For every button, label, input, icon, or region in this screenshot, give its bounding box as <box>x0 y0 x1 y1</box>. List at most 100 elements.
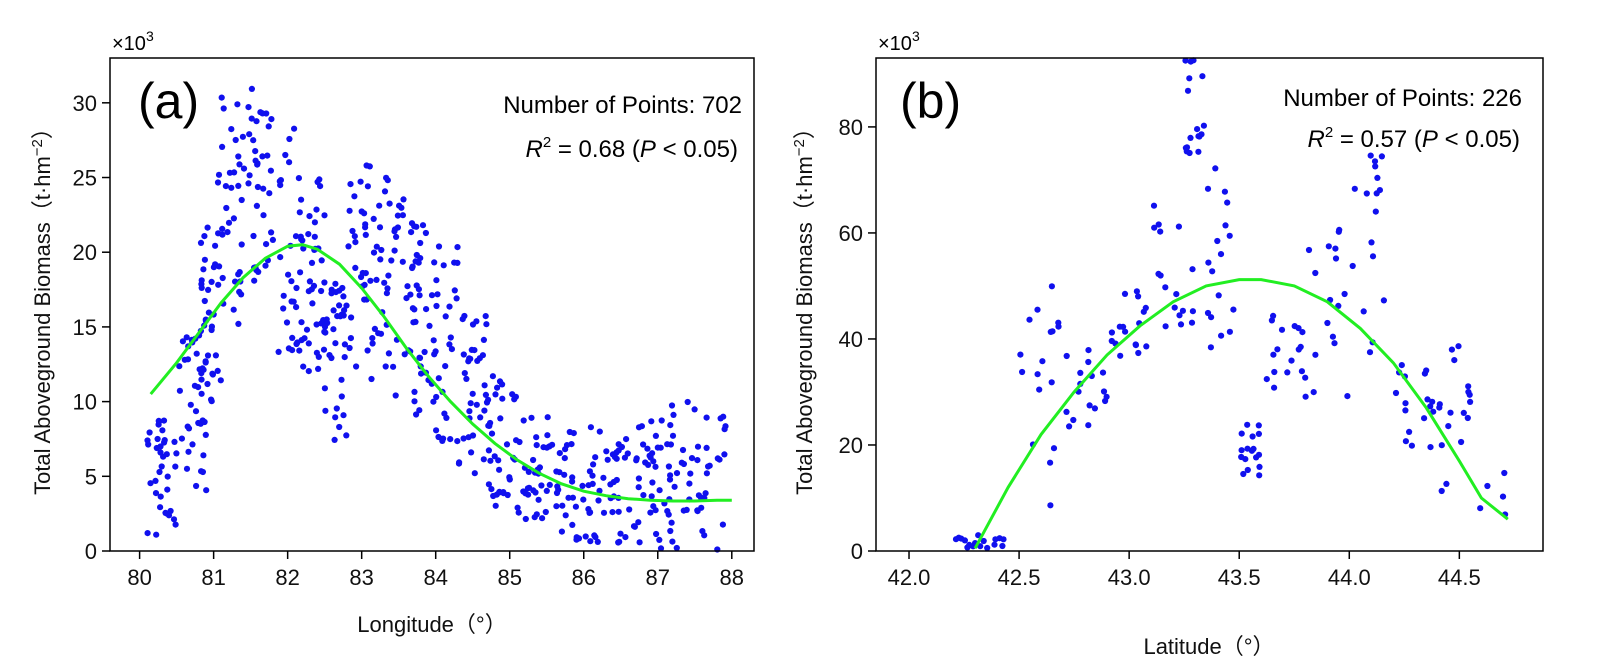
data-point <box>347 335 354 342</box>
data-point <box>991 541 998 548</box>
data-point <box>433 393 440 401</box>
data-point <box>1171 304 1178 311</box>
data-point <box>215 281 222 288</box>
data-point <box>469 390 476 397</box>
data-point <box>369 340 376 347</box>
data-point <box>208 278 215 285</box>
data-point <box>144 530 151 537</box>
data-point <box>1302 374 1309 381</box>
data-point <box>352 264 359 271</box>
data-point <box>176 363 183 370</box>
data-point <box>687 470 694 477</box>
data-point <box>569 521 576 529</box>
data-point <box>649 450 656 457</box>
data-point <box>336 302 343 309</box>
data-point <box>539 515 546 522</box>
data-point <box>1329 333 1336 340</box>
data-point <box>520 488 527 495</box>
data-point <box>499 395 506 402</box>
data-point <box>282 151 289 159</box>
data-point <box>185 448 192 455</box>
data-point <box>1438 487 1445 495</box>
data-point <box>640 441 647 448</box>
data-point <box>603 448 610 455</box>
data-point <box>409 264 416 272</box>
data-point <box>407 291 414 298</box>
data-point <box>250 137 257 144</box>
data-point <box>1238 453 1245 461</box>
data-point <box>331 436 338 443</box>
data-point <box>157 449 164 456</box>
data-point <box>311 219 318 226</box>
data-point <box>664 508 671 515</box>
data-point <box>1447 409 1454 416</box>
data-point <box>368 375 375 383</box>
data-point <box>442 363 449 370</box>
data-point <box>1209 268 1216 275</box>
data-point <box>347 181 354 188</box>
data-point <box>426 322 433 329</box>
data-point <box>562 446 569 453</box>
data-point <box>228 126 235 133</box>
data-point <box>1336 226 1343 233</box>
data-point <box>391 247 398 254</box>
data-point <box>657 545 665 552</box>
data-point <box>253 118 260 125</box>
data-point <box>1240 470 1247 478</box>
data-point <box>1253 454 1260 461</box>
data-point <box>305 231 312 238</box>
data-point <box>668 519 675 526</box>
data-point <box>1376 187 1383 194</box>
data-point <box>288 278 295 285</box>
data-point <box>1284 369 1291 376</box>
data-point <box>417 255 424 262</box>
data-point <box>626 506 633 513</box>
data-point <box>235 182 242 189</box>
data-point <box>1226 328 1233 335</box>
data-point <box>1458 438 1465 446</box>
data-point <box>483 321 490 328</box>
data-point <box>340 293 347 300</box>
data-point <box>238 241 245 248</box>
data-point <box>673 544 680 552</box>
data-point <box>1188 319 1196 326</box>
data-point <box>181 356 188 363</box>
data-point <box>1086 402 1093 409</box>
data-point <box>1371 158 1379 165</box>
data-point <box>333 405 340 412</box>
data-point <box>650 503 657 510</box>
data-point <box>215 171 223 178</box>
data-point <box>195 384 202 391</box>
data-point <box>1402 438 1409 445</box>
data-point <box>1039 358 1046 365</box>
data-point <box>413 411 420 418</box>
data-point <box>423 306 430 313</box>
data-point <box>1195 133 1202 140</box>
data-point <box>286 159 293 166</box>
data-point <box>1297 343 1304 350</box>
data-point <box>202 359 209 366</box>
data-point <box>1255 422 1262 429</box>
data-point <box>480 336 487 343</box>
data-point <box>638 423 646 430</box>
data-point <box>198 284 205 291</box>
data-point <box>262 262 269 269</box>
data-point <box>339 284 346 292</box>
data-point <box>1034 371 1041 378</box>
x-axis-title-b: Latitude（°） <box>1143 634 1274 659</box>
data-point <box>1424 396 1431 403</box>
data-point <box>568 441 575 448</box>
data-point <box>163 451 170 458</box>
data-point <box>694 457 701 464</box>
data-point <box>1430 408 1437 415</box>
data-point <box>192 408 200 415</box>
data-point <box>705 463 712 470</box>
data-point <box>1205 259 1212 266</box>
data-point <box>161 439 168 446</box>
data-point <box>153 531 160 538</box>
data-point <box>573 534 580 541</box>
data-point <box>1368 239 1375 246</box>
data-point <box>245 180 252 187</box>
data-point <box>1421 415 1428 422</box>
data-point <box>1121 290 1129 297</box>
